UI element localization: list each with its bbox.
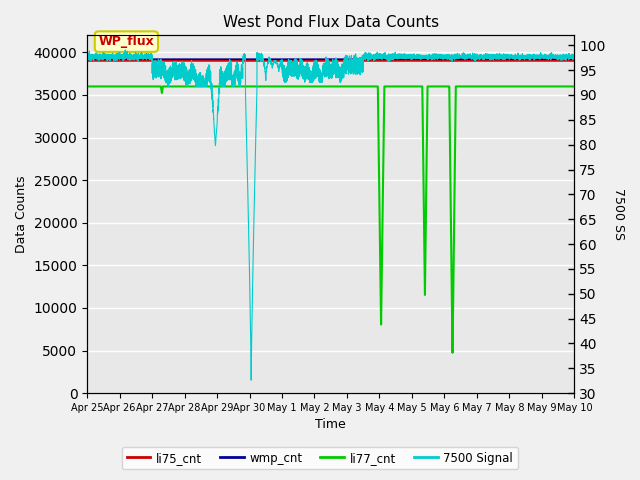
Title: West Pond Flux Data Counts: West Pond Flux Data Counts	[223, 15, 439, 30]
Text: WP_flux: WP_flux	[99, 35, 154, 48]
Legend: li75_cnt, wmp_cnt, li77_cnt, 7500 Signal: li75_cnt, wmp_cnt, li77_cnt, 7500 Signal	[122, 447, 518, 469]
X-axis label: Time: Time	[316, 419, 346, 432]
Y-axis label: Data Counts: Data Counts	[15, 176, 28, 253]
Y-axis label: 7500 SS: 7500 SS	[612, 188, 625, 240]
